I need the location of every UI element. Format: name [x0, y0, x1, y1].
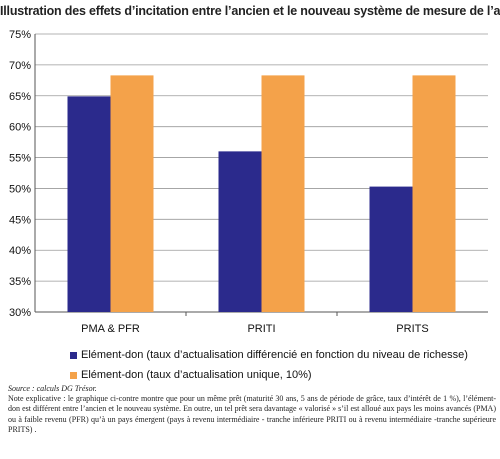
bars: [67, 75, 456, 312]
legend-item-series-1: Elément-don (taux d’actualisation différ…: [70, 345, 468, 365]
y-tick-label: 45%: [9, 214, 31, 226]
y-tick-label: 55%: [9, 153, 31, 165]
x-tick-label: PRITS: [396, 323, 428, 335]
legend-swatch-series-2: [70, 371, 77, 379]
y-tick-label: 50%: [9, 183, 31, 195]
bar-series-1-0: [67, 96, 111, 312]
y-tick-label: 40%: [9, 245, 31, 257]
x-tick-label: PMA & PFR: [81, 323, 140, 335]
y-tick-label: 70%: [9, 60, 31, 72]
legend: Elément-don (taux d’actualisation différ…: [70, 345, 468, 385]
y-tick-label: 75%: [9, 29, 31, 41]
bar-series-1-2: [369, 186, 413, 312]
y-tick-label: 65%: [9, 91, 31, 103]
y-tick-label: 60%: [9, 122, 31, 134]
bar-series-2-2: [412, 75, 456, 312]
legend-label-series-2: Elément-don (taux d’actualisation unique…: [81, 369, 312, 381]
chart-title: Illustration des effets d’incitation ent…: [0, 4, 500, 18]
explanatory-note: Note explicative : le graphique ci-contr…: [8, 394, 496, 435]
y-tick-label: 30%: [9, 307, 31, 319]
bar-series-1-1: [218, 151, 262, 312]
y-tick-label: 35%: [9, 276, 31, 288]
bar-series-2-1: [261, 75, 305, 312]
tick-labels: 30% 35% 40% 45% 50% 55% 60% 65% 70% 75% PMA & PFR P…: [9, 29, 429, 335]
legend-swatch-series-1: [70, 351, 77, 359]
bar-series-2-0: [110, 75, 154, 312]
x-tick-label: PRITI: [247, 323, 275, 335]
legend-label-series-1: Elément-don (taux d’actualisation différ…: [81, 349, 468, 361]
source-note: Source : calculs DG Trésor.: [8, 384, 97, 393]
legend-item-series-2: Elément-don (taux d’actualisation unique…: [70, 365, 468, 385]
